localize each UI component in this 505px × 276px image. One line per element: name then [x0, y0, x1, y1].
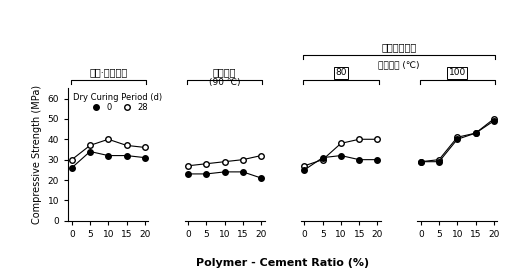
Text: 증기양생: 증기양생 — [213, 67, 236, 77]
Text: 습윤·기중양생: 습윤·기중양생 — [89, 67, 127, 77]
Text: 80: 80 — [335, 68, 347, 77]
Legend: 0, 28: 0, 28 — [72, 92, 163, 113]
Text: 100: 100 — [448, 68, 466, 77]
Text: Polymer - Cement Ratio (%): Polymer - Cement Ratio (%) — [196, 258, 369, 268]
Text: (90 ℃): (90 ℃) — [209, 78, 240, 87]
Text: 가열온도 (℃): 가열온도 (℃) — [378, 60, 420, 69]
Y-axis label: Compressive Strength (MPa): Compressive Strength (MPa) — [32, 85, 42, 224]
Text: 증기가열양생: 증기가열양생 — [381, 43, 417, 52]
